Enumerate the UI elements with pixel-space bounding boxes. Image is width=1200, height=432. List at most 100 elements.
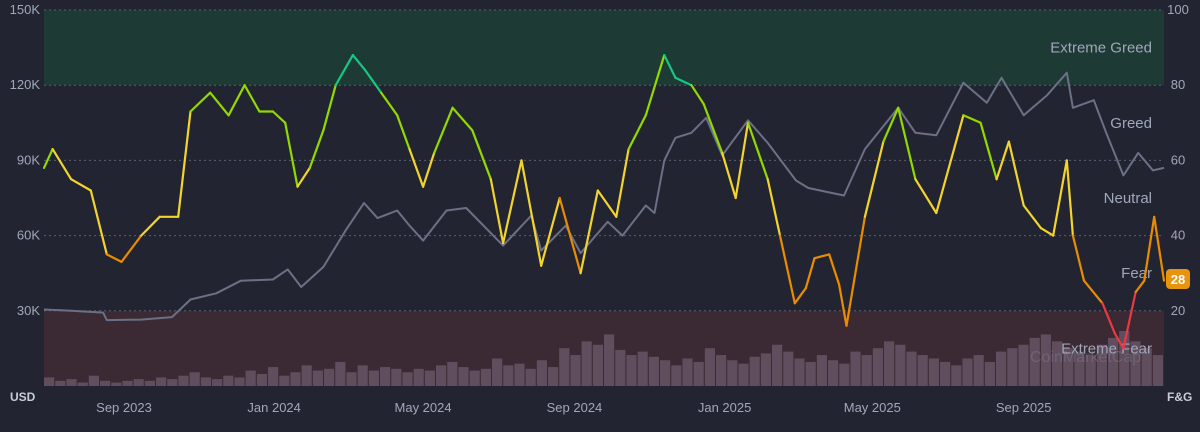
volume-bar [391,368,402,386]
fear-greed-segment [663,53,677,79]
price-series-layer [43,71,1165,322]
volume-bar [156,377,167,386]
volume-bar [872,348,883,386]
volume-bar [805,361,816,386]
volume-bar [144,380,155,386]
zone-label-extreme-fear: Extreme Fear [1061,340,1152,357]
fear-greed-segment [120,234,143,263]
volume-bar [906,351,917,386]
volume-bar [716,355,727,386]
fear-greed-segment [51,148,73,181]
volume-bar [111,382,122,386]
fear-greed-segment [271,110,287,124]
fear-greed-segment [766,178,782,237]
fear-greed-segment [1101,302,1116,335]
volume-bar [772,344,783,386]
fear-greed-segment [322,84,337,132]
volume-bar [1018,344,1029,386]
volume-bar [324,368,335,386]
volume-bar [492,358,503,386]
x-tick-label: Sep 2023 [96,400,152,415]
fear-greed-segment [364,69,383,94]
volume-bar [469,370,480,386]
fear-greed-series-layer [42,53,1166,350]
right-tick-label: 60 [1171,152,1185,167]
fear-greed-segment [451,106,474,132]
volume-bar [200,377,211,386]
fear-greed-segment [351,53,367,72]
volume-bar [839,363,850,386]
volume-bar [290,372,301,386]
fear-greed-segment [489,178,505,245]
fear-greed-segment [408,148,425,188]
volume-bar [861,355,872,386]
fear-greed-segment [914,178,938,215]
fear-greed-segment [308,129,325,169]
volume-bar [212,379,223,386]
fear-greed-segment [863,140,885,218]
fear-greed-segment [105,253,123,263]
volume-layer [44,331,1163,386]
fear-greed-segment [284,121,299,188]
left-axis-title: USD [10,390,36,404]
volume-bar [525,368,536,386]
fear-greed-segment [520,159,543,267]
volume-bar [1007,348,1018,386]
fear-greed-segment [596,189,618,218]
volume-bar [380,367,391,386]
fear-greed-segment [558,196,582,275]
fear-greed-segment [209,91,230,117]
fear-greed-segment [778,234,796,305]
watermark-text: CoinMarketCap [1030,349,1141,366]
fear-greed-segment [897,106,917,181]
zone-label-neutral: Neutral [1104,190,1152,207]
left-tick-label: 150K [10,2,41,17]
fear-greed-segment [227,84,246,117]
volume-bar [1108,337,1119,386]
fear-greed-segment [1143,215,1156,282]
volume-bar [996,351,1007,386]
volume-bar [1141,348,1152,386]
fear-greed-segment [793,287,807,305]
current-value-badge: 28 [1166,269,1190,289]
volume-bar [682,358,693,386]
fear-greed-segment [734,121,750,200]
right-axis: 20 40 60 80 100 [1167,2,1189,318]
volume-bar [917,355,928,386]
right-axis-title: F&G [1167,390,1192,404]
volume-bar [704,348,715,386]
fear-greed-segment [828,253,841,286]
x-tick-label: Jan 2024 [247,400,301,415]
volume-bar [402,372,413,386]
volume-bar [962,358,973,386]
x-axis: Sep 2023 Jan 2024 May 2024 Sep 2024 Jan 2025… [96,400,1051,415]
volume-bar [536,360,547,386]
volume-bar [738,363,749,386]
volume-bar [973,355,984,386]
x-tick-label: Sep 2024 [547,400,603,415]
volume-bar [615,349,626,386]
left-tick-label: 30K [17,303,40,318]
fear-greed-segment [702,102,724,154]
fear-greed-segment [979,121,998,181]
fear-greed-segment [1122,290,1137,350]
right-tick-label: 100 [1167,2,1189,17]
volume-bar [749,356,760,386]
volume-bar [268,367,279,386]
volume-bar [77,382,88,386]
grid-layer [44,9,1164,312]
volume-bar [1063,348,1074,386]
volume-bar [940,361,951,386]
volume-bar [727,360,738,386]
volume-bar [245,370,256,386]
fear-greed-segment [644,53,666,117]
volume-bar [167,379,178,386]
volume-bar [984,361,995,386]
volume-bar [592,344,603,386]
fear-greed-segment [1071,234,1086,282]
fear-greed-segment [380,91,399,117]
fear-greed-segment [69,178,92,192]
volume-bar [357,365,368,386]
volume-bar [660,360,671,386]
